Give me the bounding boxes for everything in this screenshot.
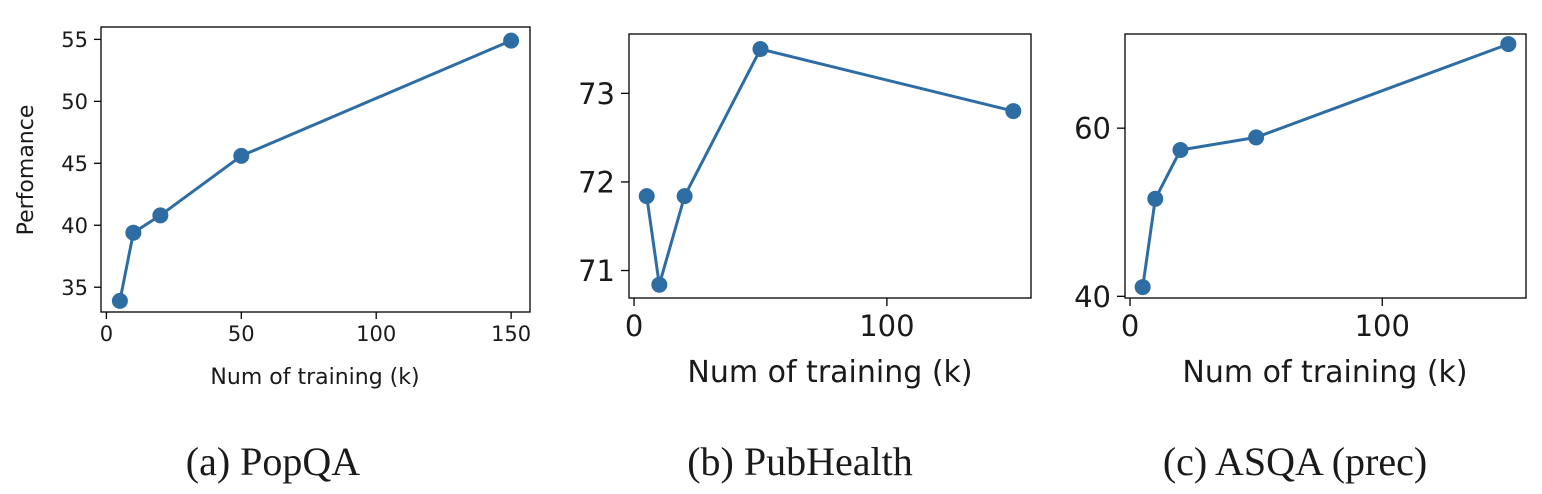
panel-asqa: 0 100 40 60 Num of training (k) (c) ASQA (…	[1074, 33, 1527, 484]
y-tick-label: 50	[61, 90, 88, 114]
y-tick-label: 71	[578, 254, 615, 288]
panel-caption: (a) PopQA	[186, 439, 361, 484]
x-tick-label: 100	[1355, 309, 1410, 343]
data-point	[503, 32, 520, 49]
y-axis: 40 60	[1074, 112, 1125, 314]
data-point	[1248, 129, 1265, 146]
y-tick-label: 72	[578, 165, 615, 199]
x-axis: 0 50 100 150	[100, 312, 531, 346]
x-axis-label: Num of training (k)	[687, 355, 972, 390]
data-point	[233, 147, 250, 164]
panel-caption: (b) PubHealth	[687, 439, 913, 484]
plot-frame	[628, 33, 1032, 299]
data-point	[638, 188, 655, 205]
x-axis: 0 100	[1121, 298, 1410, 343]
x-tick-label: 150	[491, 322, 531, 346]
data-point	[111, 292, 128, 309]
y-axis: 71 72 73	[578, 77, 629, 288]
x-tick-label: 50	[228, 322, 255, 346]
x-tick-label: 100	[859, 309, 914, 343]
x-axis-label: Num of training (k)	[1182, 355, 1467, 390]
y-tick-label: 40	[61, 214, 88, 238]
plot-frame	[1124, 33, 1527, 299]
panel-caption: (c) ASQA (prec)	[1163, 439, 1427, 484]
y-axis: 35 40 45 50 55	[61, 28, 101, 300]
panel-pubhealth: 0 100 71 72 73 Num of training (k) (b) PubH…	[578, 33, 1032, 484]
data-point	[152, 207, 169, 224]
x-axis-label: Num of training (k)	[210, 365, 419, 390]
x-tick-label: 0	[625, 309, 643, 343]
y-tick-label: 73	[578, 77, 615, 111]
data-point	[651, 276, 668, 293]
y-tick-label: 45	[61, 152, 88, 176]
data-point	[1005, 103, 1022, 120]
data-point	[752, 41, 769, 58]
x-axis: 0 100	[625, 298, 915, 343]
data-points	[111, 32, 520, 309]
data-points	[638, 41, 1022, 293]
data-point	[1500, 36, 1517, 53]
y-axis-label: Perfomance	[14, 105, 39, 236]
x-tick-label: 0	[100, 322, 113, 346]
y-tick-label: 35	[61, 276, 88, 300]
data-point	[1134, 279, 1151, 296]
data-points	[1134, 36, 1517, 296]
y-tick-label: 40	[1074, 280, 1111, 314]
series-line	[118, 39, 512, 302]
series-line	[645, 47, 1014, 287]
x-tick-label: 100	[356, 322, 396, 346]
data-point	[1172, 142, 1189, 159]
data-point	[125, 224, 142, 241]
y-tick-label: 60	[1074, 112, 1111, 146]
data-point	[1147, 190, 1164, 207]
plot-frame	[100, 26, 531, 313]
data-point	[676, 188, 693, 205]
y-tick-label: 55	[61, 28, 88, 52]
series-line	[1141, 42, 1509, 288]
x-tick-label: 0	[1121, 309, 1139, 343]
panel-popqa: 0 50 100 150 35 40 45 50 55 Num of training (k)…	[14, 26, 531, 484]
